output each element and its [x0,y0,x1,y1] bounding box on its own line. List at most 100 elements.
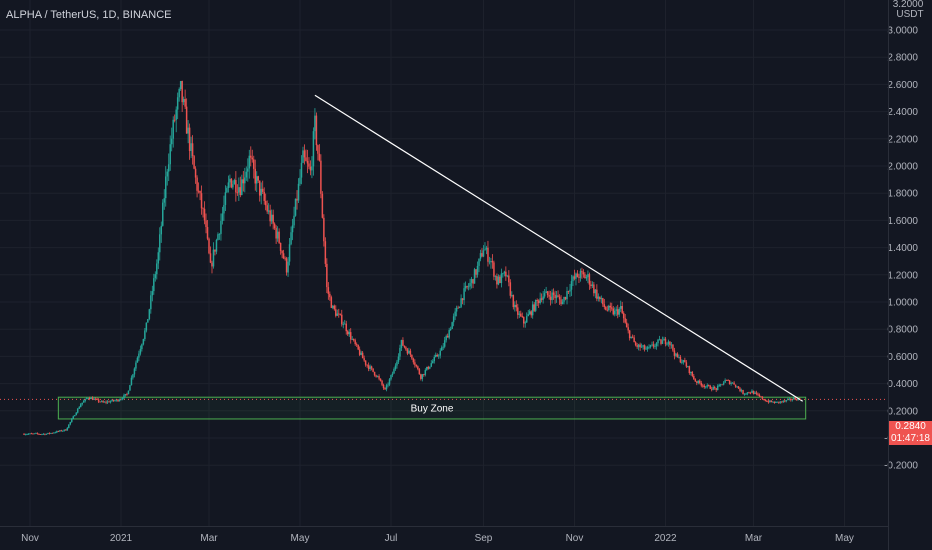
candle-body [454,311,456,317]
candle-body [296,198,298,201]
candle-body [627,327,629,331]
candle-body [173,119,176,121]
candle-body [51,432,54,434]
candle-body [758,394,761,397]
candle-body [417,366,419,370]
candle-body [646,347,649,349]
y-tick-label: 0.8000 [887,325,918,336]
candle-body [166,171,168,177]
candle-body [614,310,616,315]
candle-body [606,309,609,311]
time-axis[interactable]: Nov 2021 Mar May Jul Sep Nov 2022 Mar May [0,526,888,545]
candle-body [429,366,431,369]
candle-body [566,291,568,300]
buy-zone: Buy Zone [57,396,807,420]
buy-zone-rect [57,396,807,420]
candle-body [354,340,356,345]
candle-body [227,182,230,189]
candle-body [730,383,732,385]
candle-body [460,298,462,307]
candle-body [664,338,667,344]
candle-body [469,282,471,287]
candle-body [521,316,524,317]
candle-body [588,274,591,285]
candle-body [608,305,610,311]
candle-body [639,344,641,348]
candle-body [82,400,85,403]
candle-body [273,223,276,229]
candle-body [597,296,600,299]
candle-body [184,99,186,107]
candle-body [621,306,623,314]
candle-body [525,316,528,323]
candle-body [527,314,529,317]
candle-body [135,362,137,369]
candle-body [144,330,146,340]
candle-body [163,198,166,203]
candle-body [472,279,474,284]
top-cut-label: 3.2000 [893,0,924,10]
candle-body [214,249,216,252]
candle-body [270,214,273,222]
candle-body [406,349,409,354]
candle-body [194,168,197,178]
candle-body [409,350,412,355]
candle-body [484,249,486,251]
candle-body [264,200,267,206]
candle-body [45,433,48,435]
candle-body [97,399,100,402]
candle-body [360,352,362,355]
candle-body [576,273,579,278]
candle-body [162,202,164,226]
candle-body [570,281,573,290]
candle-body [713,386,716,389]
symbol-legend[interactable]: ALPHA / TetherUS, 1D, BINANCE [6,9,172,21]
candle-body [121,398,124,400]
candle-body [327,287,330,294]
candle-body [255,176,258,184]
candle-body [379,378,382,381]
candle-body [294,198,297,216]
candle-body [35,433,37,435]
candle-body [466,286,468,288]
candle-body [105,401,107,403]
candle-body [579,271,582,278]
trendline-group[interactable] [314,94,804,402]
candle-body [394,365,397,370]
candle-body [315,115,318,146]
candle-body [488,261,491,263]
candle-body [232,184,234,188]
candle-body [643,345,646,350]
candle-body [651,344,653,346]
candle-body [710,388,713,390]
candle-body [57,431,60,432]
candle-body [781,401,783,403]
candle-body [682,360,685,363]
candle-body [65,429,67,431]
candle-body [169,144,171,165]
candle-body [100,401,103,402]
candle-body [297,183,300,201]
candle-body [205,220,207,228]
candle-body [160,225,163,235]
candle-body [72,416,75,419]
resistance-trendline [314,94,804,402]
candle-body [23,433,25,435]
candle-body [190,143,192,152]
candle-body [724,380,726,383]
candle-body [191,143,194,157]
candle-body [345,323,347,332]
candle-body [715,388,717,391]
candle-body [239,187,242,196]
candle-body [288,244,291,262]
candle-body [123,395,125,399]
candle-body [247,168,249,172]
candle-body [440,347,443,351]
candle-body [399,347,401,357]
candle-body [30,433,33,435]
candle-body [619,306,622,309]
price-axis[interactable]: 3.0000 2.8000 2.6000 2.4000 2.2000 2.0000 1.80… [884,0,918,550]
candle-body [707,385,710,386]
candle-body [581,271,583,273]
